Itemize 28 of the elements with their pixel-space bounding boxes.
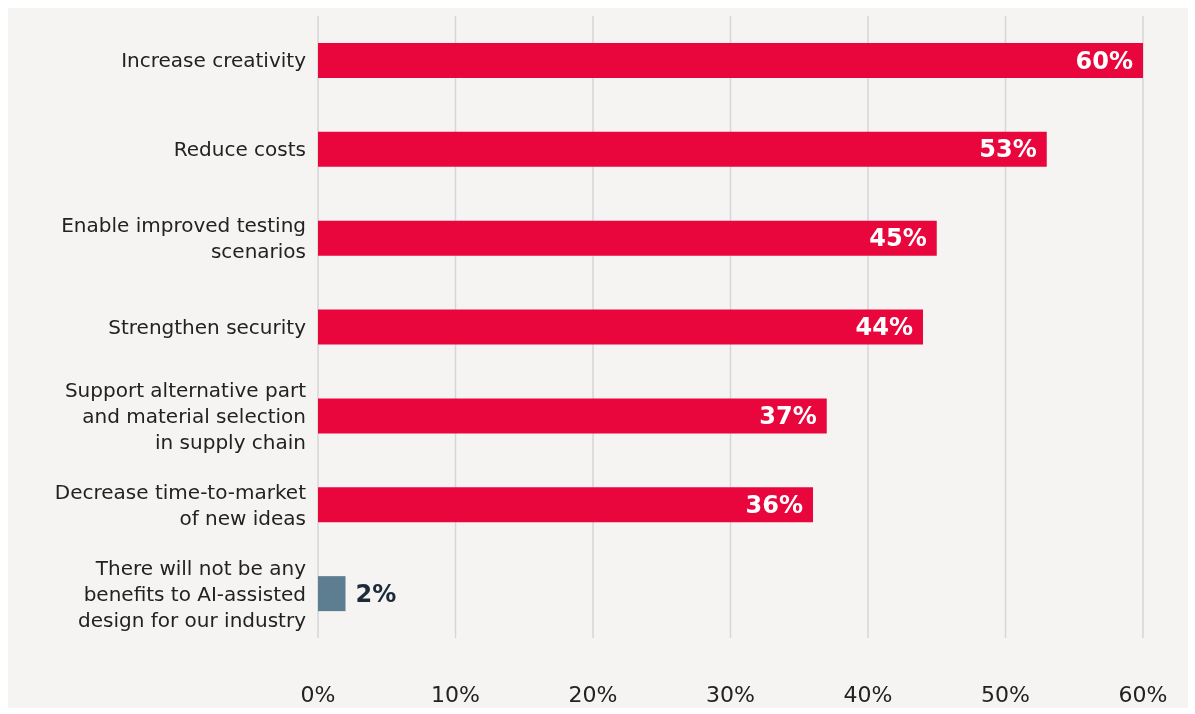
bar bbox=[318, 43, 1143, 78]
data-label: 2% bbox=[355, 579, 397, 608]
data-label: 53% bbox=[979, 135, 1037, 164]
x-tick-label: 40% bbox=[843, 681, 893, 707]
y-tick-label: There will not be any benefits to AI-assisted design for our industry bbox=[78, 555, 307, 632]
bar bbox=[318, 576, 346, 612]
y-tick-label: Enable improved testing scenarios bbox=[61, 213, 306, 264]
bar bbox=[318, 487, 813, 523]
bar bbox=[318, 131, 1047, 167]
bar bbox=[318, 398, 827, 434]
x-tick-label: 60% bbox=[1118, 681, 1168, 707]
data-label: 45% bbox=[869, 224, 927, 253]
y-tick-label: Strengthen security bbox=[108, 315, 307, 339]
y-tick-label: Increase creativity bbox=[121, 48, 307, 73]
y-tick-label: Reduce costs bbox=[173, 137, 306, 162]
data-label: 37% bbox=[759, 401, 817, 430]
x-tick-label: 20% bbox=[568, 681, 618, 707]
x-tick-label: 30% bbox=[706, 681, 755, 707]
x-tick-label: 0% bbox=[300, 681, 336, 707]
data-label: 36% bbox=[745, 490, 803, 519]
bar bbox=[318, 309, 923, 345]
y-tick-label: Support alternative part and material selection in supply chain bbox=[64, 377, 307, 454]
y-tick-label: Decrease time-to-market of new ideas bbox=[54, 479, 307, 530]
x-tick-label: 10% bbox=[431, 681, 480, 707]
x-tick-label: 50% bbox=[981, 681, 1030, 707]
bar bbox=[318, 220, 937, 256]
data-label: 44% bbox=[855, 313, 913, 342]
data-label: 60% bbox=[1075, 46, 1133, 75]
